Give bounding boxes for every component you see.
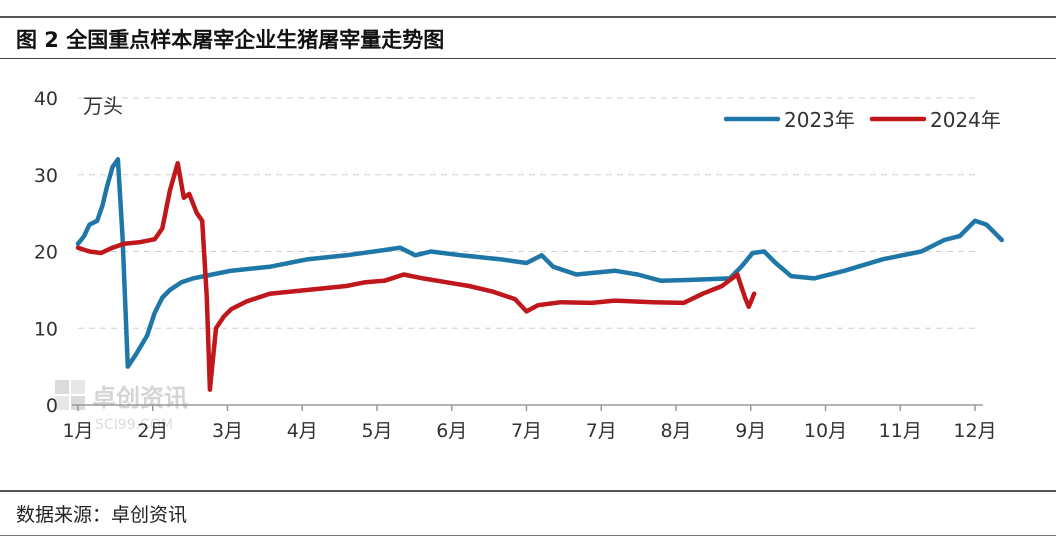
x-tick-label: 3月 — [212, 420, 243, 442]
y-axis-unit: 万头 — [83, 94, 123, 118]
x-tick-label: 10月 — [804, 420, 847, 442]
x-tick-label: 7月 — [511, 420, 542, 442]
series-lines — [75, 157, 1005, 392]
source-note: 数据来源：卓创资讯 — [16, 504, 188, 526]
x-tick-label: 6月 — [436, 420, 467, 442]
chart-title: 图 2 全国重点样本屠宰企业生猪屠宰量走势图 — [16, 28, 445, 52]
series-line-2023年 — [75, 157, 1005, 369]
legend-label: 2023年 — [784, 108, 855, 132]
x-tick-label: 7月 — [586, 420, 617, 442]
bottom-rule — [0, 535, 1056, 536]
x-tick-label: 12月 — [953, 420, 996, 442]
y-tick-label: 40 — [34, 88, 58, 110]
x-tick-label: 11月 — [879, 420, 922, 442]
y-tick-label: 30 — [34, 165, 58, 187]
series-line-2024年 — [75, 160, 757, 392]
x-tick-label: 5月 — [361, 420, 392, 442]
watermark-logo — [55, 380, 69, 394]
top-rule — [0, 16, 1056, 18]
watermark-logo — [71, 380, 85, 394]
footer-rule — [0, 490, 1056, 492]
legend-label: 2024年 — [930, 108, 1001, 132]
y-axis-ticks: 0 10 20 30 40 — [34, 88, 58, 417]
x-tick-label: 8月 — [660, 420, 691, 442]
y-tick-label: 20 — [34, 242, 58, 264]
gridlines — [78, 97, 975, 329]
watermark: 卓创资讯 SCI99.COM — [55, 380, 188, 433]
watermark-logo — [71, 396, 85, 410]
x-axis: 1月 2月 3月 4月 5月 6月 7月 7月 8月 9月 10月 11月 12月 — [62, 404, 997, 442]
line-chart: 卓创资讯 SCI99.COM 0 10 20 30 40 万头 1月 2月 3月 4月 5月 6月… — [34, 88, 1005, 442]
watermark-text: 卓创资讯 — [92, 384, 188, 412]
x-tick-label: 9月 — [735, 420, 766, 442]
title-rule — [0, 58, 1056, 59]
watermark-logo — [55, 396, 69, 410]
watermark-subtext: SCI99.COM — [95, 417, 173, 433]
y-tick-label: 0 — [46, 395, 58, 417]
x-tick-label: 2月 — [137, 420, 168, 442]
y-tick-label: 10 — [34, 318, 58, 340]
x-tick-label: 1月 — [62, 420, 93, 442]
x-tick-label: 4月 — [287, 420, 318, 442]
legend: 2023年 2024年 — [723, 108, 1001, 132]
